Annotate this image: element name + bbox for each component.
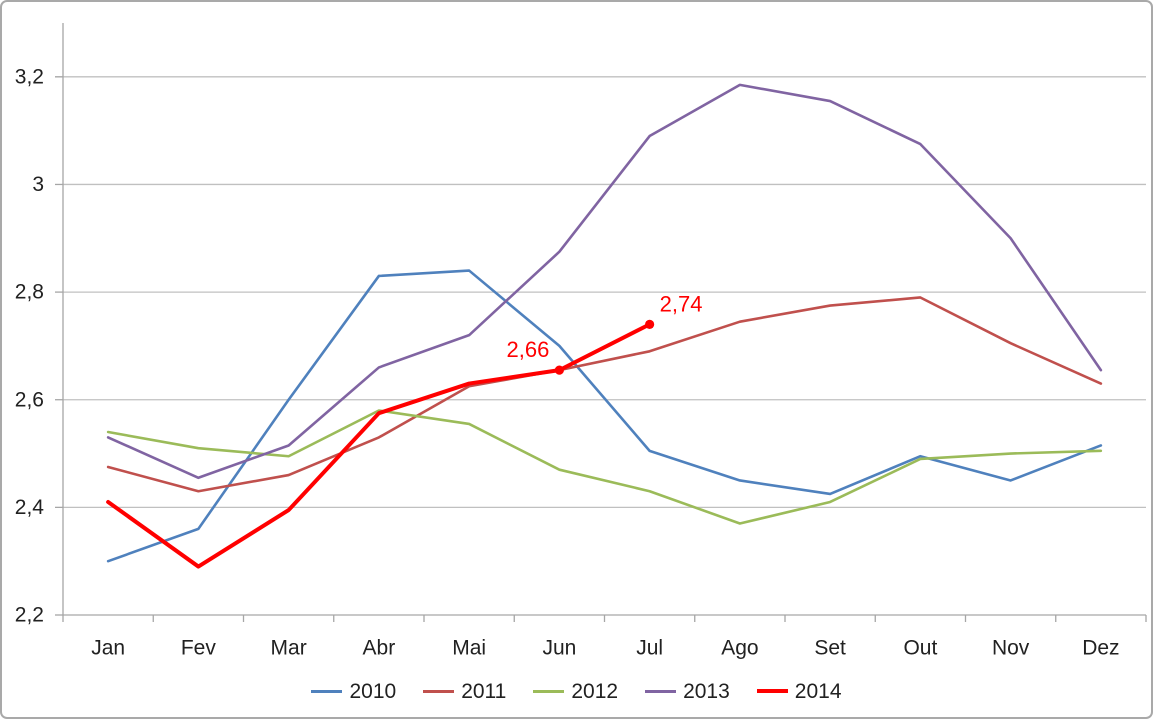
x-axis-label: Abr [363, 637, 396, 660]
data-label-2-74: 2,74 [660, 291, 703, 316]
y-axis-label: 3,2 [15, 65, 44, 88]
y-axis-label: 2,2 [15, 604, 44, 627]
data-label-2-66: 2,66 [507, 337, 550, 362]
data-point-marker-2014 [645, 319, 655, 329]
data-point-marker-2014 [554, 365, 564, 375]
x-axis-label: Out [903, 637, 937, 660]
x-axis-label: Mar [271, 637, 307, 660]
x-axis-label: Fev [181, 637, 217, 660]
x-axis-label: Jan [91, 637, 125, 660]
series-line-2011 [106, 296, 1103, 493]
y-axis-label: 2,4 [15, 496, 45, 519]
x-axis-label: Mai [452, 637, 486, 660]
x-axis-label: Set [814, 637, 846, 660]
x-axis-label: Jun [542, 637, 576, 660]
x-axis-label: Dez [1082, 637, 1119, 660]
x-axis-label: Jul [636, 637, 663, 660]
x-axis-label: Nov [992, 637, 1030, 660]
series-line-2012 [106, 409, 1103, 525]
series-line-2013 [106, 83, 1103, 480]
y-axis-label: 2,6 [15, 388, 44, 411]
series-line-2010 [106, 269, 1103, 563]
y-axis-label: 3 [32, 173, 44, 196]
x-axis-label: Ago [721, 637, 758, 660]
y-axis-label: 2,8 [15, 281, 44, 304]
